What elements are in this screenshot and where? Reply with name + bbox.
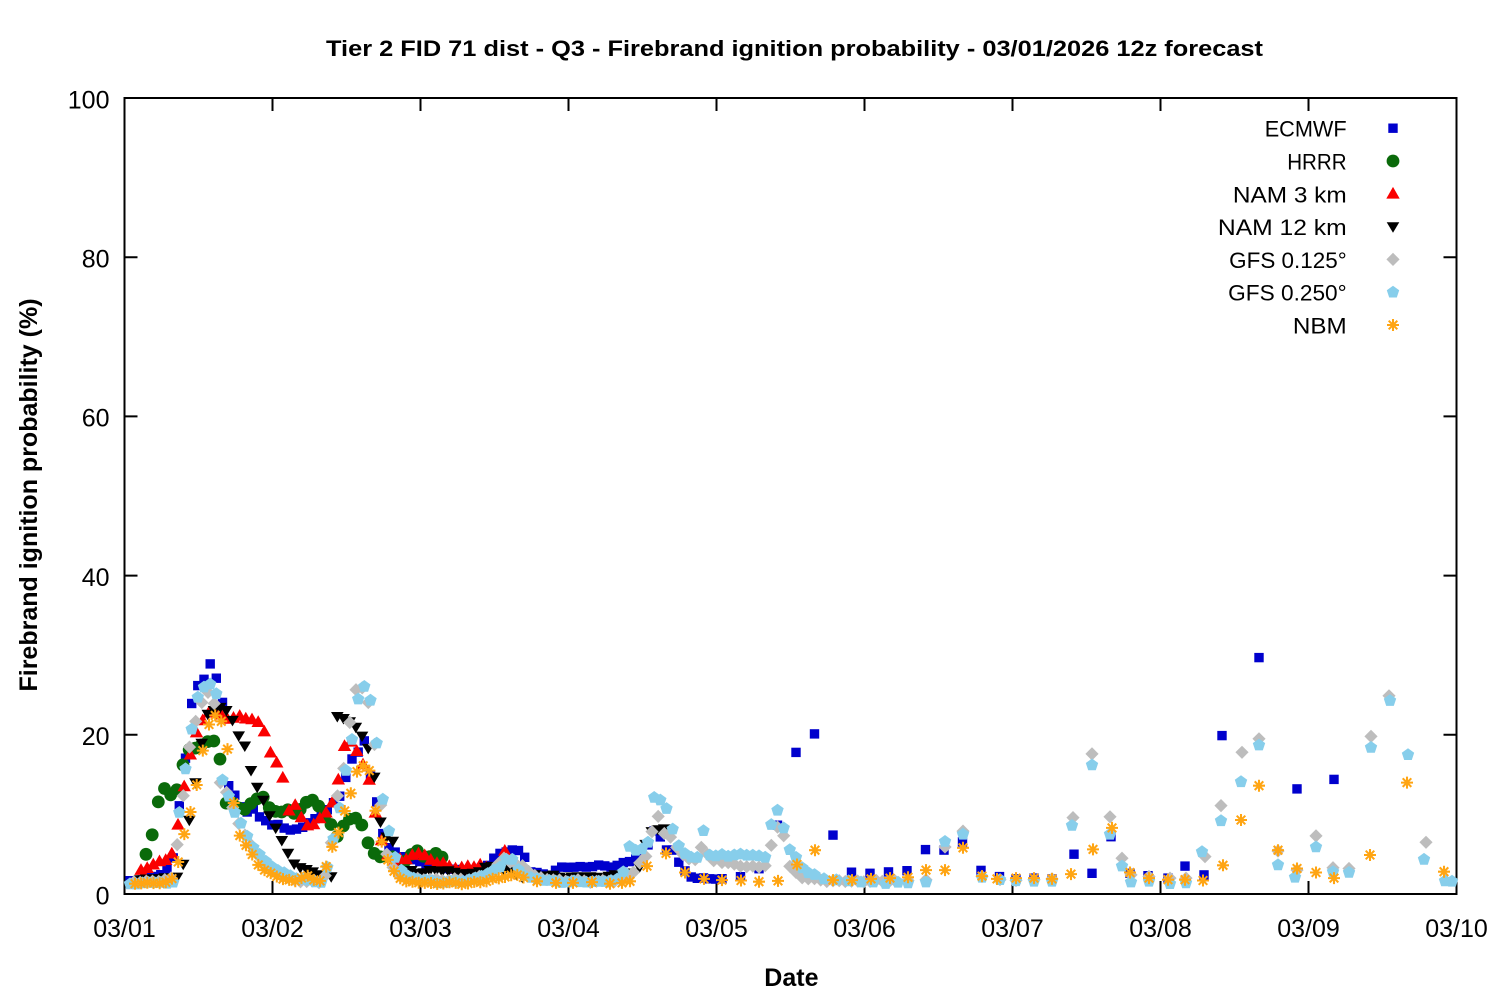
svg-text:60: 60 [82,405,110,433]
svg-text:ECMWF: ECMWF [1265,117,1347,142]
svg-text:03/04: 03/04 [537,915,600,943]
svg-text:HRRR: HRRR [1287,150,1347,175]
svg-text:Firebrand ignition probability: Firebrand ignition probability (%) [15,298,43,691]
svg-text:0: 0 [96,882,110,910]
svg-text:80: 80 [82,246,110,274]
svg-text:NAM 3 km: NAM 3 km [1233,182,1347,207]
svg-text:03/06: 03/06 [833,915,896,943]
svg-text:03/03: 03/03 [389,915,452,943]
svg-text:03/02: 03/02 [241,915,304,943]
svg-text:GFS 0.250°: GFS 0.250° [1228,281,1347,306]
svg-text:03/05: 03/05 [685,915,748,943]
svg-text:40: 40 [82,564,110,592]
svg-text:03/07: 03/07 [981,915,1044,943]
svg-text:100: 100 [68,86,110,114]
svg-text:NBM: NBM [1293,314,1347,339]
svg-text:03/10: 03/10 [1425,915,1488,943]
svg-text:GFS 0.125°: GFS 0.125° [1229,248,1347,273]
svg-text:Tier 2 FID 71 dist - Q3 - Fire: Tier 2 FID 71 dist - Q3 - Firebrand igni… [326,36,1264,61]
svg-text:03/08: 03/08 [1129,915,1192,943]
svg-text:NAM 12 km: NAM 12 km [1218,215,1347,240]
svg-text:03/01: 03/01 [93,915,156,943]
svg-text:20: 20 [82,723,110,751]
svg-text:03/09: 03/09 [1277,915,1340,943]
svg-text:Date: Date [764,964,818,992]
